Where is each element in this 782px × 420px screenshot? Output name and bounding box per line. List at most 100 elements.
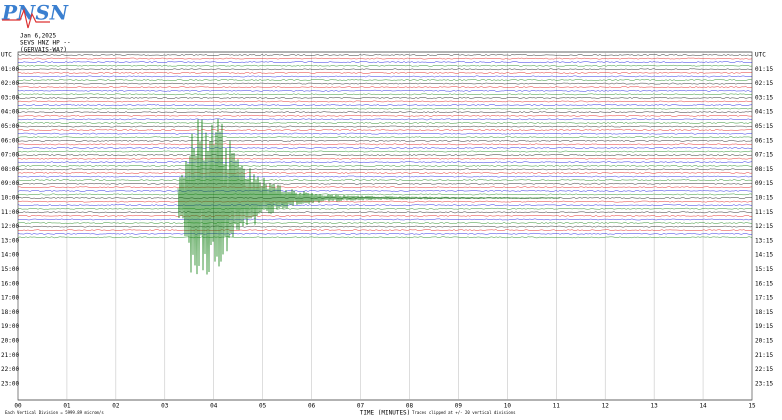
right-hour-label: 05:15 (755, 123, 773, 130)
logo-wave (2, 7, 50, 29)
event-trace (177, 118, 561, 275)
trace (17, 75, 753, 78)
x-tick-label: 04 (210, 403, 218, 410)
right-hour-label: 18:15 (755, 309, 773, 316)
left-axis-title: UTC (1, 52, 12, 59)
left-hour-label: 05:00 (1, 123, 19, 130)
left-hour-label: 13:00 (1, 237, 19, 244)
trace (17, 225, 753, 228)
x-tick-label: 14 (699, 403, 707, 410)
trace (17, 175, 753, 178)
left-hour-label: 17:00 (1, 295, 19, 302)
trace (17, 100, 753, 103)
right-hour-label: 20:15 (755, 338, 773, 345)
right-hour-label: 09:15 (755, 180, 773, 187)
x-tick-label: 02 (112, 403, 120, 410)
left-hour-label: 14:00 (1, 252, 19, 259)
trace (17, 82, 753, 85)
left-hour-label: 15:00 (1, 266, 19, 273)
right-hour-label: 02:15 (755, 80, 773, 87)
x-tick-label: 12 (602, 403, 610, 410)
trace (17, 125, 753, 128)
trace (17, 215, 753, 217)
left-hour-label: 18:00 (1, 309, 19, 316)
x-tick-label: 06 (308, 403, 316, 410)
trace (17, 207, 753, 210)
header-station: SEVS HNZ HP -- (20, 40, 71, 47)
trace (17, 165, 753, 167)
left-hour-label: 06:00 (1, 137, 19, 144)
trace (17, 64, 753, 67)
trace (17, 139, 753, 142)
left-hour-label: 03:00 (1, 94, 19, 101)
trace (17, 182, 753, 185)
trace (17, 57, 753, 60)
x-tick-label: 09 (455, 403, 463, 410)
x-tick-label: 07 (357, 403, 365, 410)
left-hour-label: 19:00 (1, 323, 19, 330)
left-hour-label: 08:00 (1, 166, 19, 173)
x-tick-label: 01 (63, 403, 71, 410)
trace (17, 111, 753, 114)
left-hour-label: 20:00 (1, 338, 19, 345)
left-hour-label: 02:00 (1, 80, 19, 87)
right-hour-label: 23:15 (755, 380, 773, 387)
right-hour-label: 03:15 (755, 94, 773, 101)
footer-note: Traces clipped at +/- 20 vertical divisi… (412, 410, 516, 415)
footer-scale: Each Vertical Division = 5999.89 microm/… (5, 410, 104, 415)
right-hour-label: 16:15 (755, 280, 773, 287)
trace (17, 200, 753, 203)
trace (17, 168, 753, 171)
trace (17, 157, 753, 160)
x-tick-label: 15 (748, 403, 756, 410)
trace (17, 218, 753, 221)
trace (17, 154, 753, 156)
trace (17, 136, 753, 139)
right-hour-label: 10:15 (755, 195, 773, 202)
x-tick-label: 10 (504, 403, 512, 410)
trace (18, 229, 753, 231)
trace (17, 172, 753, 174)
right-hour-label: 19:15 (755, 323, 773, 330)
header-location: (GERVAIS-WA?) (20, 47, 67, 54)
right-hour-label: 14:15 (755, 252, 773, 259)
right-hour-label: 15:15 (755, 266, 773, 273)
trace (17, 61, 753, 63)
trace (17, 186, 753, 189)
x-tick-label: 13 (651, 403, 659, 410)
right-hour-label: 13:15 (755, 237, 773, 244)
left-hour-label: 09:00 (1, 180, 19, 187)
header-date: Jan 6,2025 (20, 33, 57, 40)
trace (17, 68, 753, 71)
left-hour-label: 10:00 (1, 195, 19, 202)
trace (17, 190, 753, 192)
trace (17, 89, 753, 92)
x-axis-title: TIME (MINUTES) (360, 410, 411, 417)
x-tick-label: 08 (406, 403, 414, 410)
trace (17, 179, 753, 181)
right-hour-label: 06:15 (755, 137, 773, 144)
right-axis-title: UTC (755, 52, 766, 59)
trace (17, 211, 753, 214)
trace (17, 93, 753, 96)
x-tick-label: 05 (259, 403, 267, 410)
trace (17, 54, 753, 56)
right-hour-label: 11:15 (755, 209, 773, 216)
trace (17, 107, 753, 110)
trace (17, 236, 753, 239)
left-hour-label: 11:00 (1, 209, 19, 216)
trace (17, 132, 753, 135)
trace (17, 114, 753, 117)
trace (17, 222, 753, 224)
trace (17, 72, 753, 74)
left-hour-label: 16:00 (1, 280, 19, 287)
right-hour-label: 07:15 (755, 152, 773, 159)
right-hour-label: 21:15 (755, 352, 773, 359)
x-tick-label: 03 (161, 403, 169, 410)
trace (17, 232, 753, 235)
left-hour-label: 04:00 (1, 109, 19, 116)
left-hour-label: 07:00 (1, 152, 19, 159)
trace (17, 79, 753, 81)
x-tick-label: 00 (14, 403, 22, 410)
